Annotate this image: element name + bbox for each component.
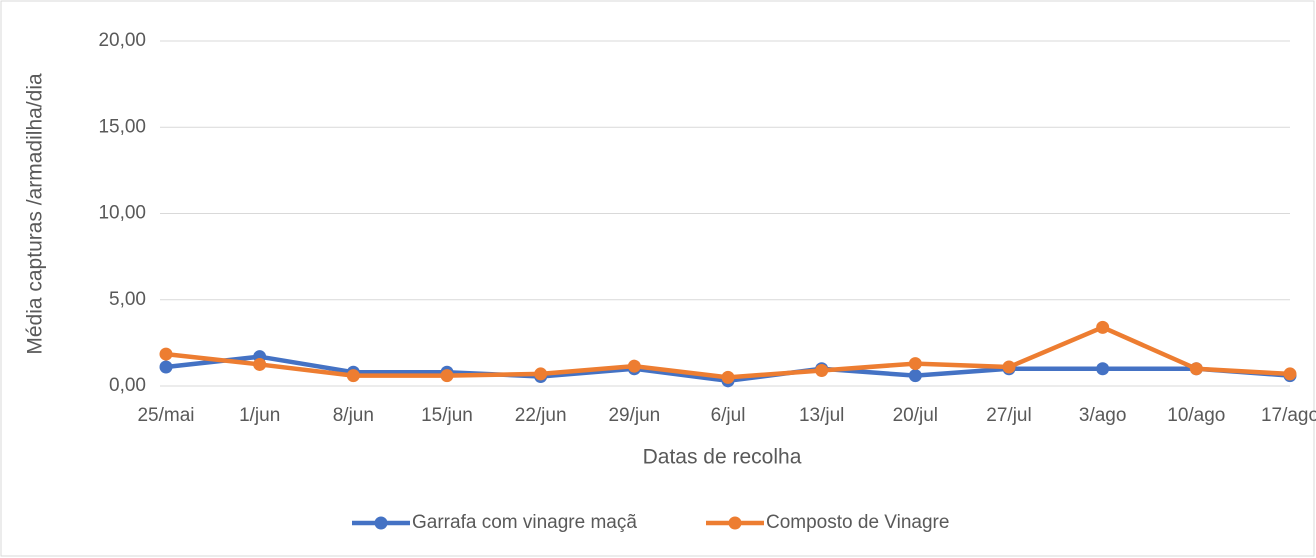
y-axis-label: Média capturas /armadilha/dia — [24, 73, 47, 355]
x-tick-label: 20/jul — [893, 405, 938, 426]
x-tick-label: 1/jun — [239, 405, 280, 426]
marker — [1189, 362, 1203, 376]
y-tick-label: 0,00 — [109, 375, 146, 396]
marker — [627, 359, 641, 373]
marker — [253, 357, 267, 371]
x-tick-label: 27/jul — [986, 405, 1031, 426]
marker — [534, 367, 548, 381]
marker — [1283, 367, 1297, 381]
legend-label: Composto de Vinagre — [766, 512, 949, 533]
marker — [908, 357, 922, 371]
x-tick-label: 25/mai — [137, 405, 194, 426]
y-tick-label: 5,00 — [109, 289, 146, 310]
x-tick-label: 3/ago — [1079, 405, 1127, 426]
marker — [721, 370, 735, 384]
x-tick-label: 29/jun — [608, 405, 660, 426]
legend-marker — [728, 516, 742, 530]
y-tick-label: 20,00 — [98, 30, 146, 51]
x-axis-label: Datas de recolha — [643, 446, 802, 469]
marker — [1096, 320, 1110, 334]
legend-marker — [374, 516, 388, 530]
marker — [815, 363, 829, 377]
y-tick-label: 15,00 — [98, 116, 146, 137]
y-tick-label: 10,00 — [98, 203, 146, 224]
marker — [346, 369, 360, 383]
x-tick-label: 13/jul — [799, 405, 844, 426]
marker — [440, 369, 454, 383]
x-tick-label: 22/jun — [515, 405, 567, 426]
legend-label: Garrafa com vinagre maçã — [412, 512, 637, 533]
marker — [159, 360, 173, 374]
marker — [159, 347, 173, 361]
marker — [1096, 362, 1110, 376]
x-tick-label: 8/jun — [333, 405, 374, 426]
x-tick-label: 10/ago — [1167, 405, 1225, 426]
marker — [1002, 360, 1016, 374]
x-tick-label: 6/jul — [711, 405, 746, 426]
x-tick-label: 17/ago — [1261, 405, 1316, 426]
x-tick-label: 15/jun — [421, 405, 473, 426]
marker — [908, 369, 922, 383]
